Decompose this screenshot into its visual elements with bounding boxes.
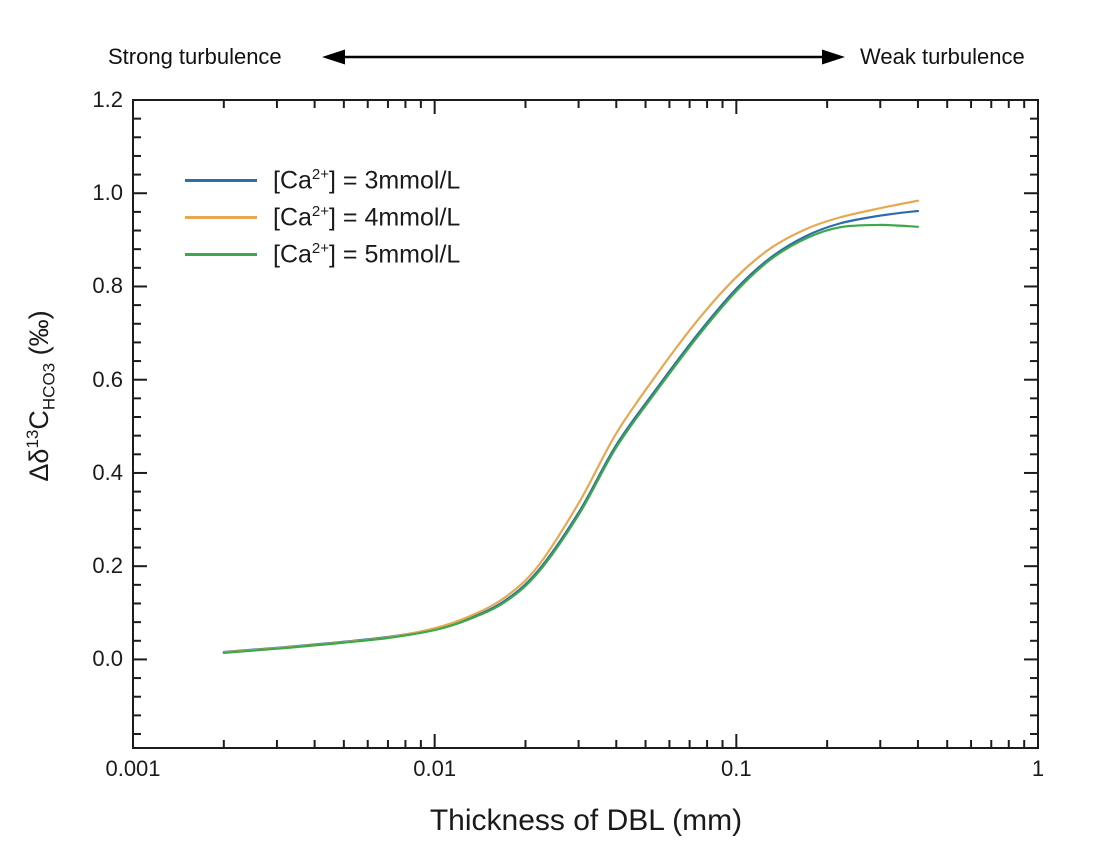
legend-label: [Ca2+] = 4mmol/L — [273, 202, 461, 232]
legend-line-swatch-green — [185, 253, 257, 256]
strong-turbulence-label: Strong turbulence — [108, 44, 282, 69]
y-tick-label: 0.8 — [92, 273, 123, 299]
y-tick-label: 0.0 — [92, 646, 123, 672]
legend: [Ca2+] = 3mmol/L [Ca2+] = 4mmol/L [Ca2+]… — [185, 162, 460, 273]
legend-item-4mmol: [Ca2+] = 4mmol/L — [185, 199, 460, 236]
x-tick-label: 0.01 — [413, 756, 457, 781]
y-tick-label: 0.6 — [92, 366, 123, 392]
y-tick-label: 1.0 — [92, 180, 123, 206]
x-tick-label: 0.001 — [105, 756, 161, 781]
weak-turbulence-label: Weak turbulence — [860, 44, 1025, 69]
x-tick-label: 1 — [1031, 756, 1045, 781]
plot-frame — [132, 99, 1039, 749]
x-tick-label: 0.1 — [721, 756, 752, 781]
series-line-3mmol — [222, 209, 920, 654]
legend-label: [Ca2+] = 5mmol/L — [273, 239, 461, 269]
x-axis-title: Thickness of DBL (mm) — [429, 804, 743, 837]
y-axis-title: Δδ13CHCO3 (‰) — [23, 310, 59, 482]
legend-item-3mmol: [Ca2+] = 3mmol/L — [185, 162, 460, 199]
y-tick-label: 0.2 — [92, 553, 123, 579]
series-line-5mmol — [222, 223, 920, 654]
y-tick-label: 1.2 — [92, 87, 123, 112]
legend-label: [Ca2+] = 3mmol/L — [273, 165, 461, 195]
y-tick-label: 0.4 — [92, 459, 123, 485]
legend-item-5mmol: [Ca2+] = 5mmol/L — [185, 236, 460, 273]
legend-line-swatch-blue — [185, 179, 257, 182]
arrowhead-right-icon — [822, 49, 845, 65]
arrowhead-left-icon — [322, 49, 345, 65]
legend-line-swatch-orange — [185, 216, 257, 219]
